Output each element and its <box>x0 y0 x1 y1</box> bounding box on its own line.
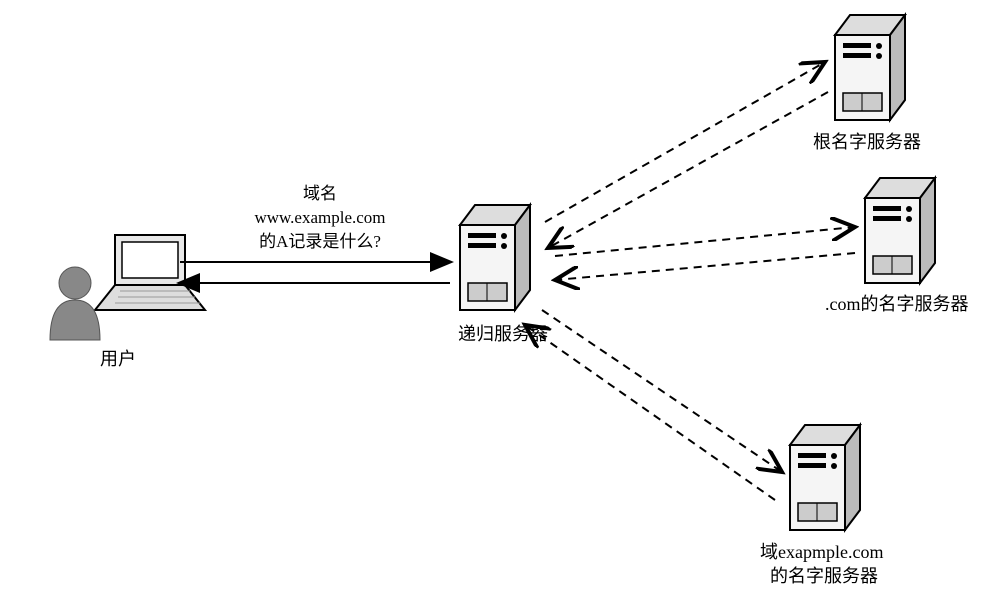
example-server-icon <box>790 425 860 530</box>
recursive-label: 递归服务器 <box>458 320 548 346</box>
example-label-1: 域exapmple.com <box>760 538 883 564</box>
example-label-2: 的名字服务器 <box>770 562 878 588</box>
query-text: 域名 www.example.com 的A记录是什么? <box>200 182 440 253</box>
recursive-server-icon <box>460 205 530 310</box>
edge-recursive-to-root <box>545 62 825 222</box>
query-line2: www.example.com <box>200 206 440 230</box>
edge-recursive-to-example <box>542 310 782 472</box>
user-label: 用户 <box>100 345 136 371</box>
root-label: 根名字服务器 <box>813 128 921 154</box>
com-server-icon <box>865 178 935 283</box>
edge-example-to-recursive <box>525 325 775 500</box>
edge-com-to-recursive <box>555 253 855 280</box>
com-label: .com的名字服务器 <box>825 290 969 316</box>
edge-recursive-to-com <box>555 227 855 256</box>
query-line1: 域名 <box>200 182 440 206</box>
query-line3: 的A记录是什么? <box>200 230 440 254</box>
edge-root-to-recursive <box>548 92 828 248</box>
user-icon <box>50 235 205 340</box>
root-server-icon <box>835 15 905 120</box>
